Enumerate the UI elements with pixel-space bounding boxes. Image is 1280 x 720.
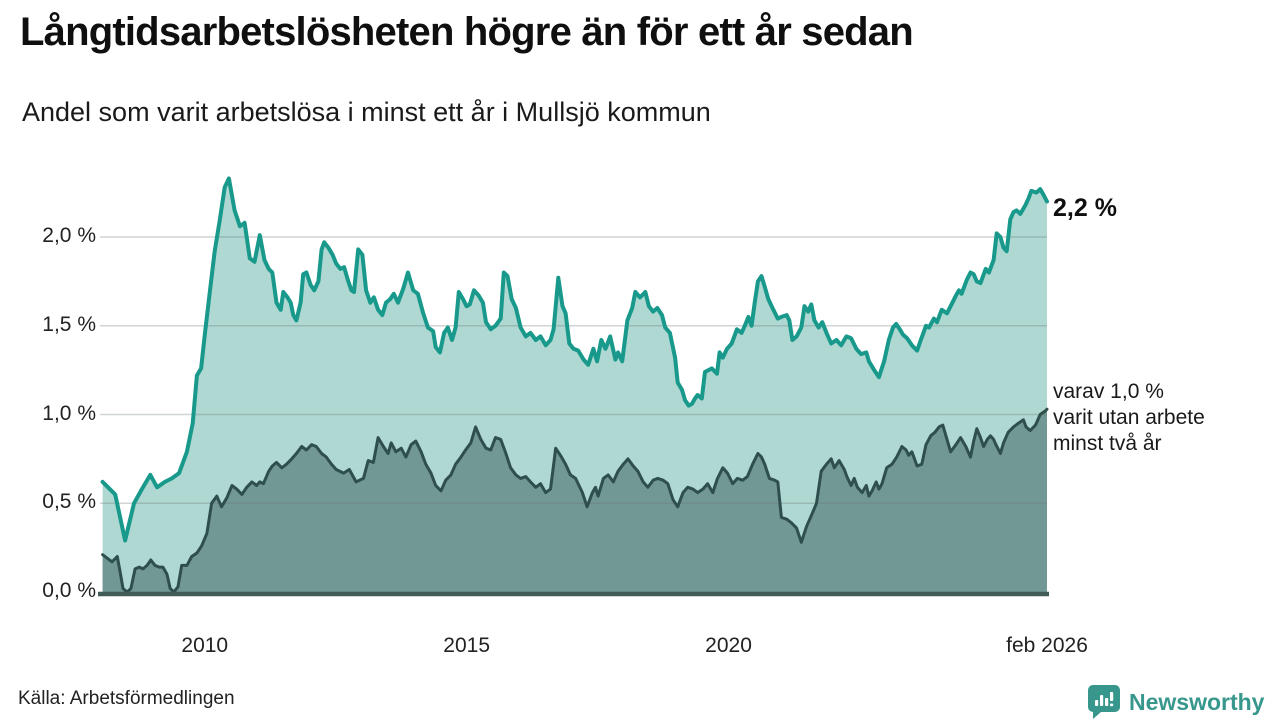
series1-end-value-label: 2,2 % [1053,194,1117,222]
page-title: Långtidsarbetslösheten högre än för ett … [20,10,914,54]
x-axis-tick-label: 2015 [443,634,490,657]
y-axis-tick-label: 2,0 % [42,224,96,247]
x-axis-tick-label: feb 2026 [1006,634,1088,657]
source-attribution: Källa: Arbetsförmedlingen [18,688,235,709]
y-axis-tick-label: 0,5 % [42,490,96,514]
newsworthy-bubble-icon [1088,685,1120,719]
series2-end-value-label: varav 1,0 % varit utan arbete minst två … [1053,379,1205,457]
y-axis-tick-label: 1,5 % [42,312,96,336]
y-axis-tick-label: 0,0 % [42,579,96,602]
chart-subtitle: Andel som varit arbetslösa i minst ett å… [22,97,711,127]
series2-end-label-line2: varit utan arbete [1053,406,1205,429]
series-2-line [101,407,1049,594]
y-axis-tick-label: 1,0 % [42,401,96,425]
series2-end-label-line3: minst två år [1053,432,1162,455]
x-axis-tick-label: 2010 [181,634,229,657]
series2-end-label-line1: varav 1,0 % [1053,380,1164,403]
x-axis-tick-label: 2020 [705,634,752,657]
newsworthy-wordmark: Newsworthy [1129,688,1265,715]
series-2-area [102,409,1048,592]
series-1-line [100,176,1049,543]
newsworthy-logo: Newsworthy [1086,683,1264,720]
